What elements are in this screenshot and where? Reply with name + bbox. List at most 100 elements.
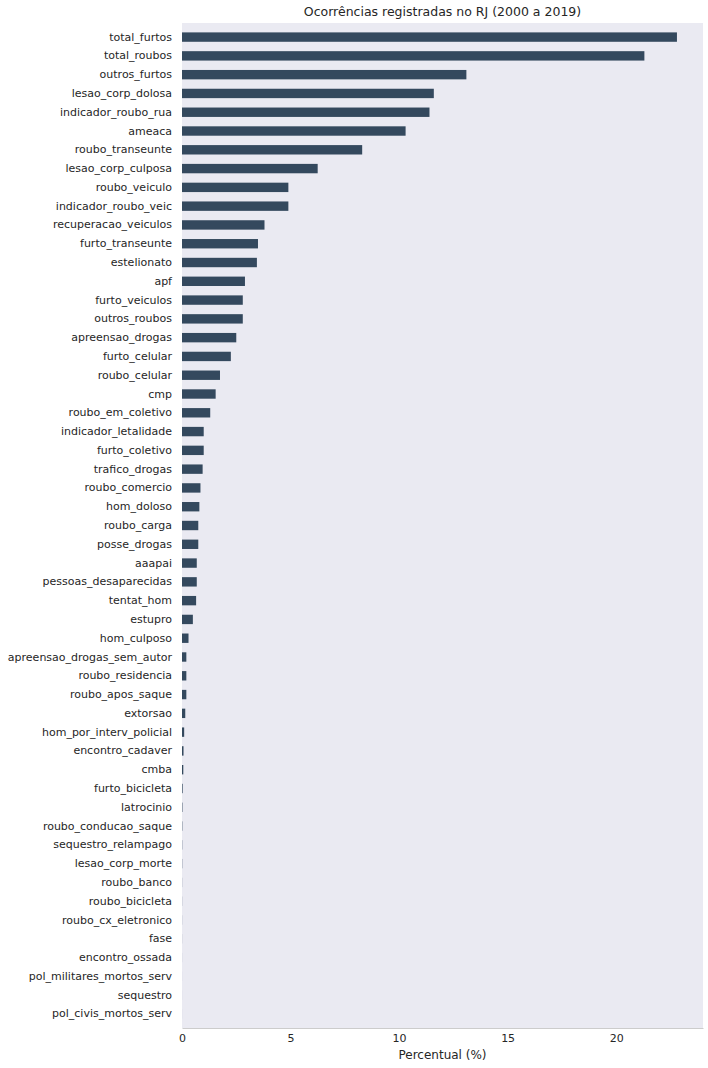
bar [182,89,434,98]
y-tick: pol_civis_mortos_serv [52,1007,182,1020]
y-tick: roubo_bicicleta [89,895,182,908]
x-axis-line [183,1028,704,1029]
bar [182,108,429,117]
y-tick-label: total_furtos [109,31,172,44]
y-tick-label: ameaca [128,125,172,138]
y-tick-label: recuperacao_veiculos [53,218,172,231]
bar [182,32,677,41]
y-tick-label: apf [154,275,173,288]
y-tick: roubo_celular [98,369,182,382]
y-tick: roubo_conducao_saque [43,820,182,833]
y-tick: encontro_ossada [79,951,182,964]
y-tick-label: posse_drogas [97,538,172,551]
y-tick-label: indicador_roubo_veic [56,200,172,213]
y-tick: estelionato [111,256,182,269]
y-tick-label: furto_coletivo [97,444,172,457]
plot-background [182,23,703,1028]
bar [182,859,183,868]
bar [182,427,204,436]
y-tick: roubo_apos_saque [70,688,182,701]
bar [182,671,186,680]
y-tick-label: aaapai [135,557,172,570]
bar [182,897,183,906]
y-tick-label: lesao_corp_morte [75,857,173,870]
y-tick: sequestro [118,989,182,1002]
bar [182,709,185,718]
y-tick: lesao_corp_culposa [65,162,182,175]
bar [182,502,199,511]
y-tick-label: roubo_veiculo [96,181,173,194]
bar [182,821,183,830]
y-tick-label: encontro_ossada [79,951,172,964]
y-tick-label: furto_bicicleta [94,782,172,795]
bar [182,540,198,549]
y-tick-label: furto_transeunte [80,237,172,250]
y-tick: apreensao_drogas_sem_autor [8,651,182,664]
y-tick: hom_por_interv_policial [42,726,182,739]
y-tick-label: cmba [142,763,173,776]
bar [182,333,236,342]
y-tick: roubo_residencia [78,669,182,682]
bar [182,615,193,624]
y-tick-label: sequestro_relampago [53,838,172,851]
x-tick-label: 5 [288,1032,295,1045]
bar [182,972,183,981]
y-tick-label: roubo_conducao_saque [43,820,172,833]
bar [182,145,362,154]
bar [182,126,406,135]
bar [182,915,183,924]
bar [182,446,204,455]
bar [182,878,183,887]
y-tick: outros_furtos [100,68,182,81]
x-tick: 5 [288,1028,295,1045]
y-tick-label: roubo_transeunte [75,143,172,156]
bar [182,277,245,286]
y-tick: ameaca [128,125,182,138]
y-tick-label: roubo_apos_saque [70,688,172,701]
y-tick-label: pol_militares_mortos_serv [29,970,173,983]
x-tick-label: 0 [179,1032,186,1045]
y-tick: furto_coletivo [97,444,182,457]
bar [182,652,186,661]
bar [182,765,183,774]
x-tick-label: 10 [393,1032,407,1045]
y-tick-label: sequestro [118,989,173,1002]
y-tick-label: roubo_banco [101,876,172,889]
y-tick: lesao_corp_dolosa [72,87,182,100]
bar [182,201,288,210]
y-tick: pessoas_desaparecidas [43,575,182,588]
y-tick: roubo_cx_eletronico [62,914,182,927]
x-tick-label: 20 [610,1032,624,1045]
y-tick: cmp [148,388,182,401]
bar [182,164,318,173]
y-tick-label: estelionato [111,256,172,269]
bar [182,577,197,586]
bar [182,295,243,304]
y-tick-label: extorsao [124,707,172,720]
y-tick-label: trafico_drogas [94,463,172,476]
x-tick: 15 [501,1028,515,1045]
bar [182,220,264,229]
bar [182,953,183,962]
y-tick: roubo_carga [104,519,182,532]
y-tick-label: hom_doloso [106,500,172,513]
chart: 0 5 10 15 20 total_furtos total_roubos outros_f… [0,0,708,1068]
y-tick-label: total_roubos [104,49,172,62]
y-tick: encontro_cadaver [73,744,182,757]
y-tick-label: indicador_roubo_rua [60,106,172,119]
bar [182,727,184,736]
y-tick: extorsao [124,707,182,720]
y-tick: roubo_comercio [84,481,182,494]
y-tick-label: pol_civis_mortos_serv [52,1007,172,1020]
bar [182,558,197,567]
y-tick-label: furto_veiculos [95,294,172,307]
y-tick-label: roubo_bicicleta [89,895,172,908]
y-tick: furto_veiculos [95,294,182,307]
y-tick-label: estupro [130,613,172,626]
bar [182,183,288,192]
y-tick-label: fase [149,932,172,945]
y-tick-label: tentat_hom [109,594,172,607]
bar [182,840,183,849]
y-axis: total_furtos total_roubos outros_furtosles… [8,31,182,1021]
y-tick: pol_militares_mortos_serv [29,970,182,983]
